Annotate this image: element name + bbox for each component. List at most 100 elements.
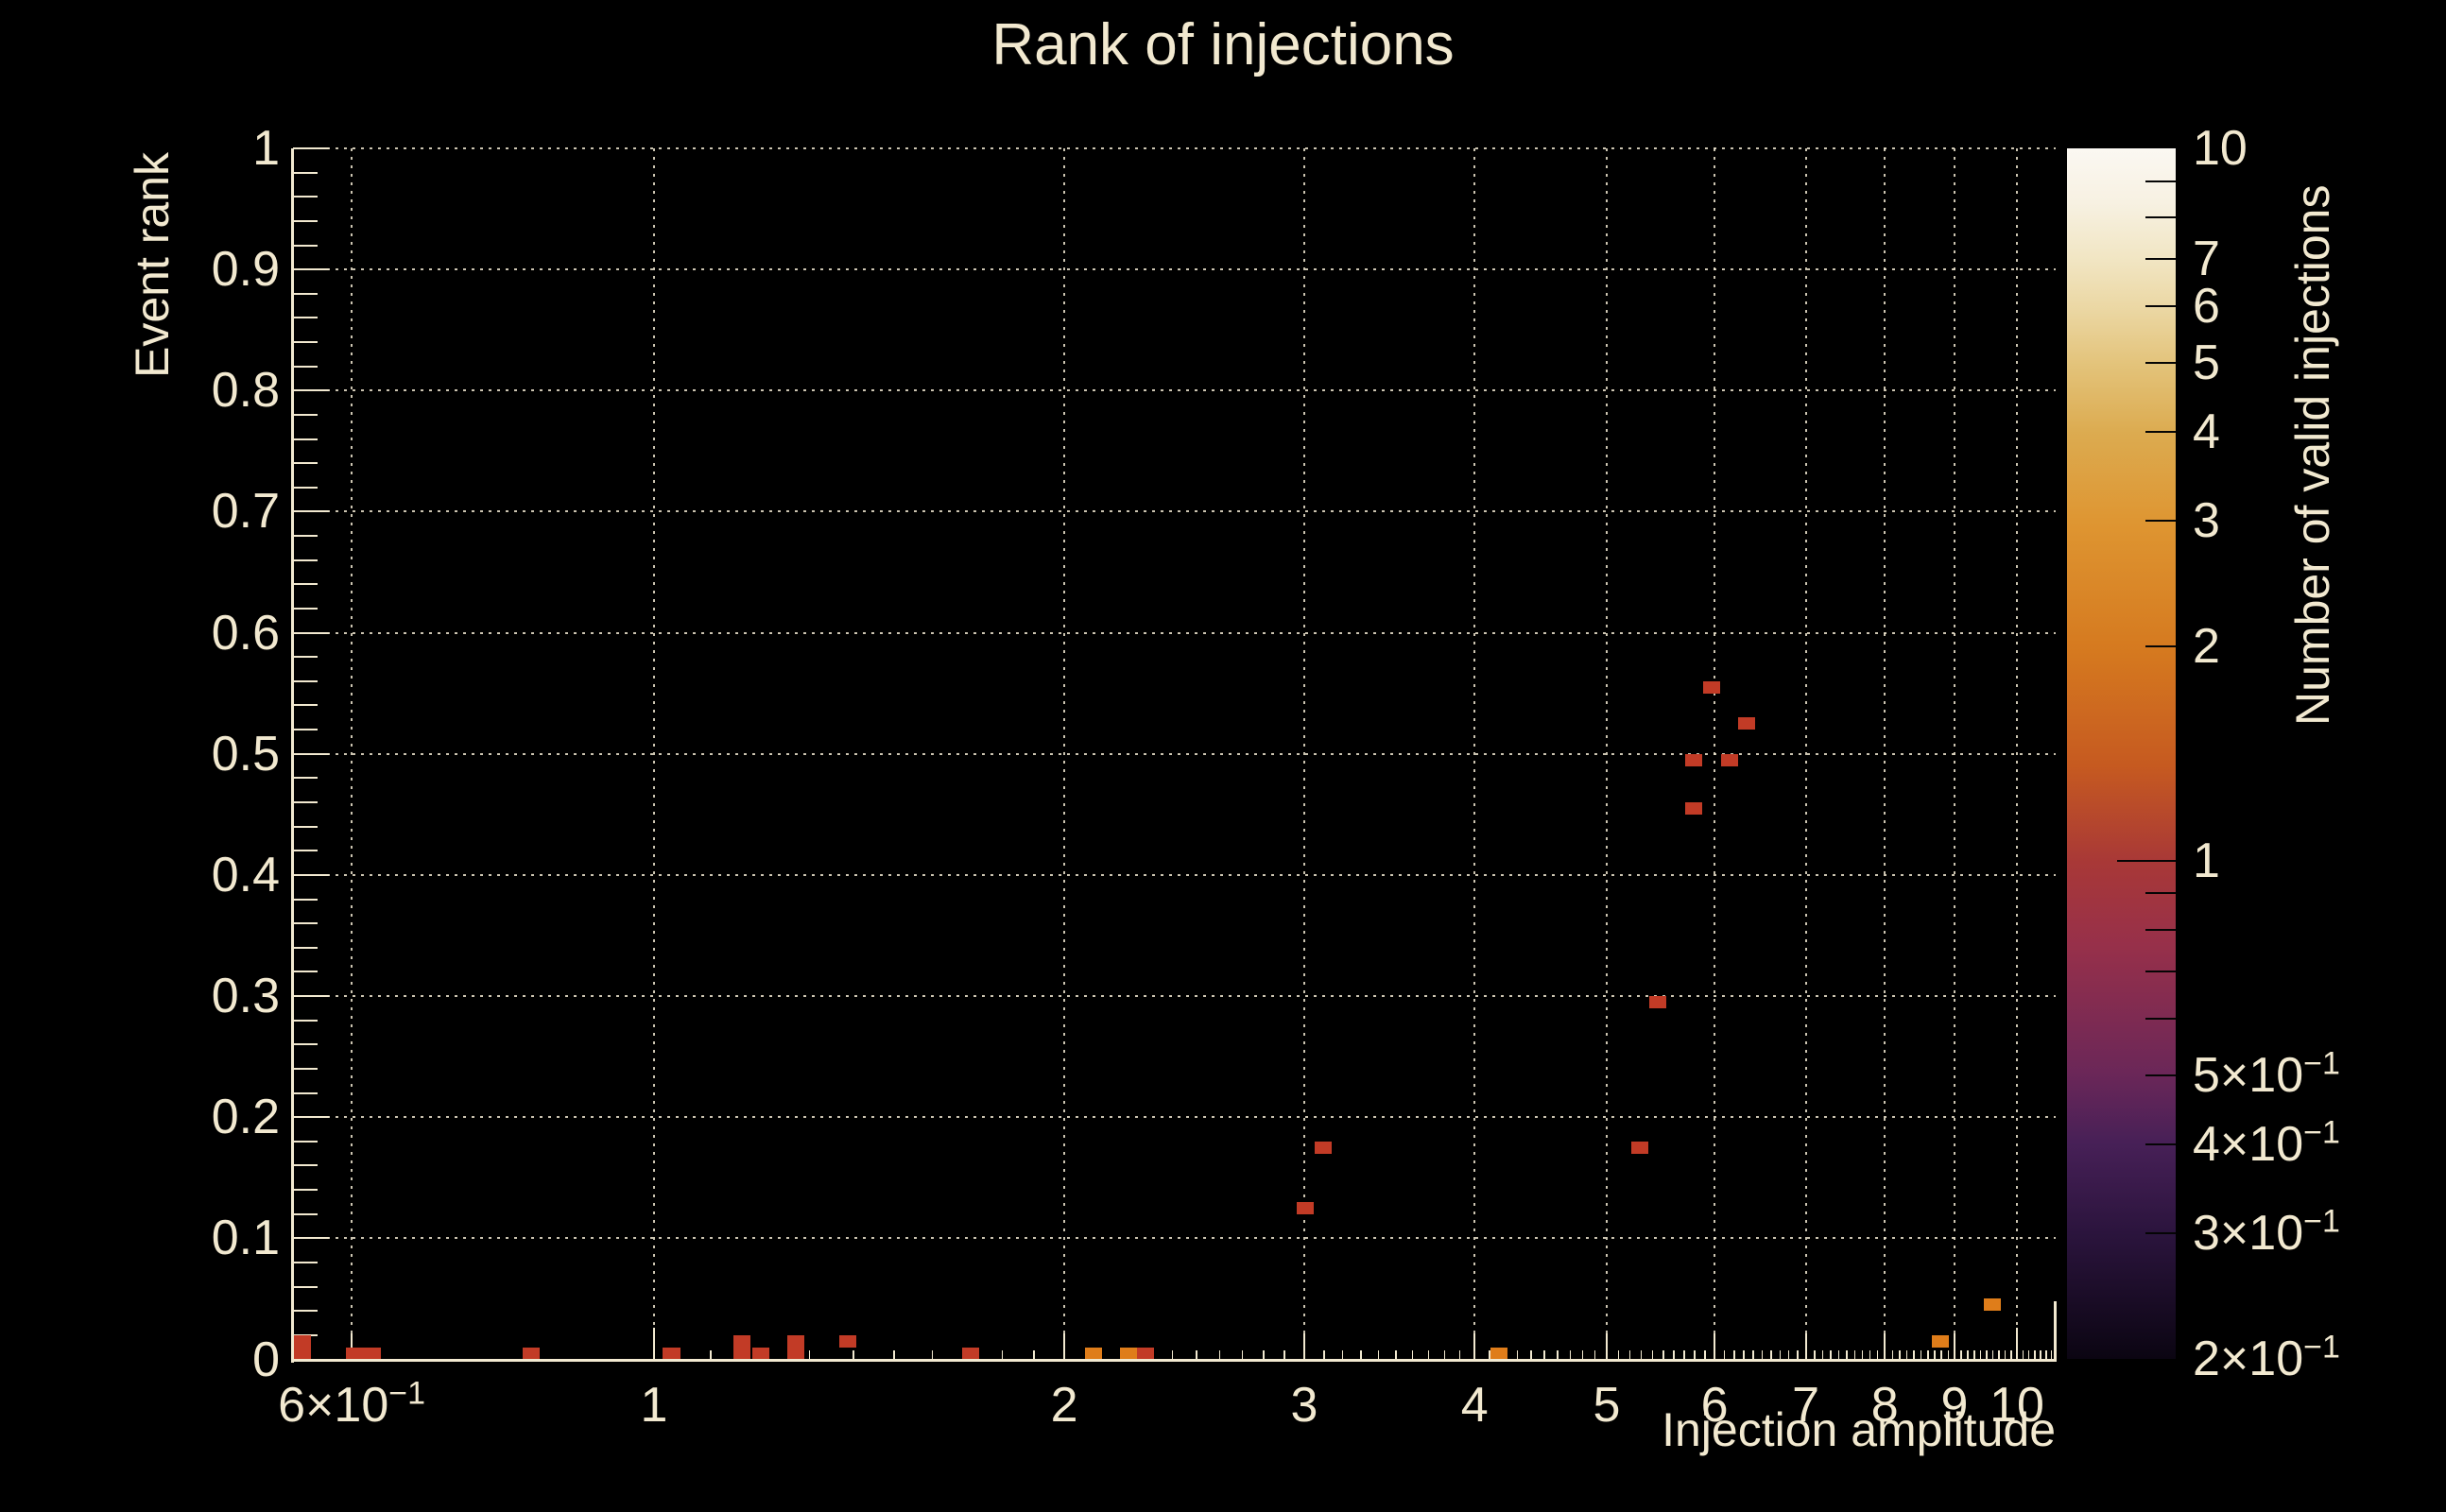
y-minor-tick [293,898,318,901]
y-major-tick [293,631,329,634]
x-minor-tick [2050,1349,2053,1360]
x-minor-tick [1991,1349,1994,1360]
x-minor-tick [1830,1349,1832,1360]
x-minor-tick [1869,1349,1871,1360]
x-minor-tick [1283,1349,1285,1360]
histogram-cell [1737,717,1755,730]
y-minor-tick [293,1189,318,1192]
x-minor-tick [1171,1349,1174,1360]
colorbar-tick [2145,645,2176,647]
x-minor-tick [2010,1349,2012,1360]
histogram-cell [1983,1298,2001,1312]
x-minor-tick [808,1349,811,1360]
x-minor-tick [1673,1349,1675,1360]
x-major-tick [1063,1332,1066,1360]
colorbar-tick-label: 2×10−1 [2193,1329,2340,1386]
x-major-tick [1954,1332,1956,1360]
x-minor-tick [1323,1349,1325,1360]
y-minor-tick [293,850,318,852]
y-minor-tick [293,704,318,707]
gridline-x [1884,148,1886,1360]
x-minor-tick [1557,1349,1559,1360]
x-major-tick [1303,1332,1305,1360]
x-minor-tick [1651,1349,1654,1360]
x-minor-tick [2027,1349,2030,1360]
gridline-x [1714,148,1716,1360]
x-tick-label: 1 [640,1377,668,1433]
y-major-tick [293,752,329,755]
x-major-tick [2016,1327,2018,1360]
y-minor-tick [293,729,318,731]
x-major-tick [1714,1332,1716,1360]
y-minor-tick [293,1310,318,1313]
x-minor-tick [1733,1349,1735,1360]
colorbar-tick-label: 4×10−1 [2193,1114,2340,1173]
histogram-cell [1120,1347,1138,1360]
gridline-x [653,148,655,1360]
x-minor-tick [2045,1349,2047,1360]
x-minor-tick [1770,1349,1772,1360]
colorbar-tick [2145,305,2176,308]
colorbar-minor-tick [2145,970,2176,972]
colorbar-tick-label: 5 [2193,335,2220,390]
colorbar-tick [2117,859,2176,862]
x-minor-tick [1628,1349,1631,1360]
x-minor-tick [1411,1349,1414,1360]
gridline-y [293,995,2056,998]
x-minor-tick [1581,1349,1584,1360]
x-minor-tick [1640,1349,1643,1360]
x-minor-tick [1662,1349,1664,1360]
y-minor-tick [293,438,318,440]
y-tick-label: 0 [252,1332,280,1387]
x-minor-tick [1846,1349,1848,1360]
colorbar-tick-label: 6 [2193,279,2220,335]
colorbar-tick [2145,361,2176,364]
y-minor-tick [293,535,318,538]
x-minor-tick [1986,1349,1988,1360]
x-minor-tick [1891,1349,1894,1360]
x-tick-label: 6×10−1 [278,1375,426,1433]
x-minor-tick [2034,1349,2036,1360]
y-minor-tick [293,1043,318,1046]
x-minor-tick [1683,1349,1685,1360]
y-minor-tick [293,413,318,416]
colorbar-tick [2145,520,2176,523]
y-minor-tick [293,486,318,489]
y-minor-tick [293,317,318,319]
histogram-cell [293,1334,311,1360]
y-minor-tick [293,656,318,659]
y-minor-tick [293,196,318,198]
x-minor-tick [1341,1349,1344,1360]
x-minor-tick [1543,1349,1545,1360]
histogram-cell [751,1347,769,1360]
x-minor-tick [1905,1349,1908,1360]
y-major-tick [293,1358,329,1361]
y-tick-label: 0.9 [211,242,280,298]
x-axis-title: Injection amplitude [1662,1403,2056,1456]
y-minor-tick [293,462,318,465]
y-major-tick [293,510,329,513]
y-axis-title: Event rank [126,151,179,378]
x-major-tick [1804,1332,1807,1360]
x-minor-tick [1360,1349,1362,1360]
colorbar [2067,148,2176,1359]
histogram-cell [346,1347,381,1360]
y-minor-tick [293,1261,318,1263]
y-minor-tick [293,219,318,222]
y-minor-tick [293,1140,318,1143]
y-tick-label: 1 [252,121,280,176]
y-major-tick [293,1237,329,1240]
x-major-tick [1605,1332,1608,1360]
x-tick-label: 2 [1050,1377,1078,1433]
x-minor-tick [1377,1349,1380,1360]
gridline-y [293,1116,2056,1119]
x-axis-line [291,1358,2057,1362]
x-minor-tick [2040,1349,2041,1360]
x-minor-tick [1694,1349,1696,1360]
y-tick-label: 0.3 [211,969,280,1024]
y-minor-tick [293,801,318,803]
gridline-y [293,631,2056,634]
y-tick-label: 0.1 [211,1211,280,1266]
histogram-cell [962,1347,980,1360]
y-minor-tick [293,825,318,828]
